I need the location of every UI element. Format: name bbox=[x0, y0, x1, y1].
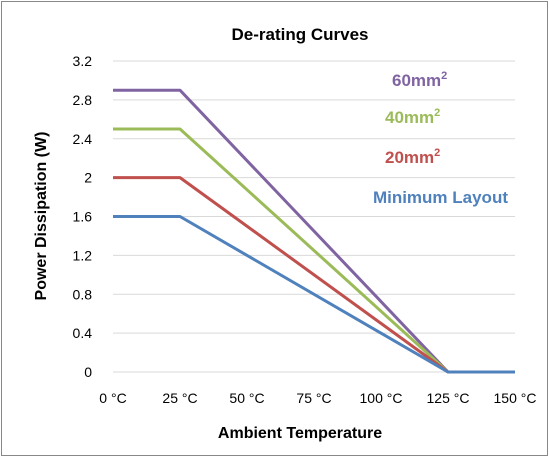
y-tick-label: 3.2 bbox=[73, 53, 93, 69]
y-tick-label: 2.4 bbox=[73, 131, 93, 147]
x-tick-label: 25 °C bbox=[162, 390, 197, 406]
y-tick-label: 0.4 bbox=[73, 325, 93, 341]
series-line-1 bbox=[113, 127, 515, 374]
x-tick-label: 0 °C bbox=[99, 390, 126, 406]
y-tick-label: 2.8 bbox=[73, 92, 93, 108]
legend-entry: 20mm2 bbox=[385, 147, 440, 167]
x-axis-label: Ambient Temperature bbox=[218, 425, 382, 442]
series-line-3 bbox=[113, 215, 515, 374]
legend-entry: 60mm2 bbox=[392, 70, 447, 90]
x-tick-labels: 0 °C 25 °C 50 °C 75 °C 100 °C 125 °C 150 °C bbox=[99, 390, 536, 406]
x-tick-label: 50 °C bbox=[229, 390, 264, 406]
y-tick-label: 1.2 bbox=[73, 247, 93, 263]
x-tick-label: 125 °C bbox=[427, 390, 470, 406]
y-tick-label: 1.6 bbox=[73, 209, 93, 225]
legend-label: Minimum Layout bbox=[373, 188, 508, 207]
series-lines bbox=[113, 88, 515, 374]
chart-title: De-rating Curves bbox=[232, 25, 369, 44]
y-tick-label: 2 bbox=[84, 170, 92, 186]
legend-entry: 40mm2 bbox=[385, 107, 440, 127]
legend-label: 60mm bbox=[392, 71, 441, 90]
x-tick-label: 75 °C bbox=[296, 390, 331, 406]
legend-superscript: 2 bbox=[434, 147, 440, 159]
y-tick-labels: 0 0.4 0.8 1.2 1.6 2 2.4 2.8 3.2 bbox=[73, 53, 93, 380]
y-tick-label: 0 bbox=[84, 364, 92, 380]
legend-entry: Minimum Layout bbox=[373, 188, 508, 207]
x-tick-label: 150 °C bbox=[494, 390, 537, 406]
series-line-0 bbox=[113, 88, 515, 374]
legend-superscript: 2 bbox=[441, 70, 447, 82]
y-axis-label: Power Dissipation (W) bbox=[33, 132, 50, 301]
x-tick-label: 100 °C bbox=[360, 390, 403, 406]
legend-label: 20mm bbox=[385, 148, 434, 167]
legend-label: 40mm bbox=[385, 108, 434, 127]
legend-superscript: 2 bbox=[434, 107, 440, 119]
y-tick-label: 0.8 bbox=[73, 286, 93, 302]
